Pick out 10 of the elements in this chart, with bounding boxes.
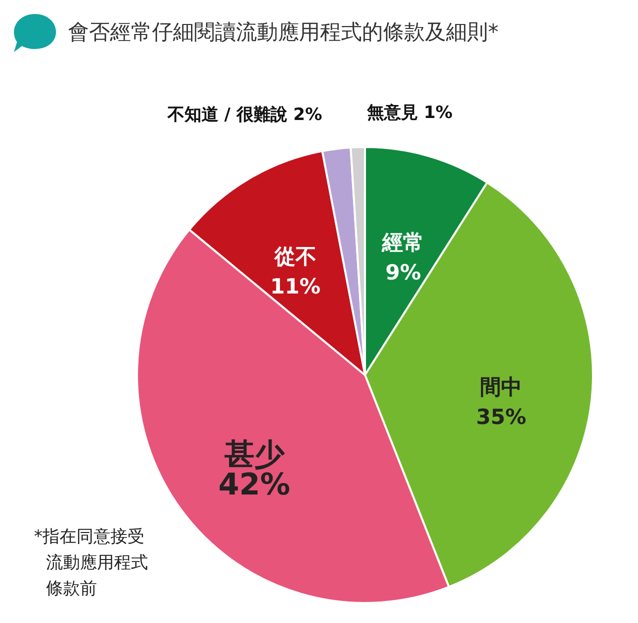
data-label: 35% — [476, 404, 526, 429]
slice-label: 無意見 1% — [366, 103, 453, 124]
slice-label: 間中 — [480, 374, 522, 399]
text: *指在同意接受流動應用程式條款前 — [34, 526, 149, 601]
data-label: 11% — [270, 274, 320, 298]
slice-label: 不知道 / 很難說 2% — [166, 105, 322, 126]
data-label: 9% — [385, 260, 421, 285]
chart-title: 會否經常仔細閱讀流動應用程式的條款及細則* — [68, 19, 498, 46]
slice-label: 從不 — [273, 244, 316, 268]
slice-label: 經常 — [381, 230, 424, 255]
